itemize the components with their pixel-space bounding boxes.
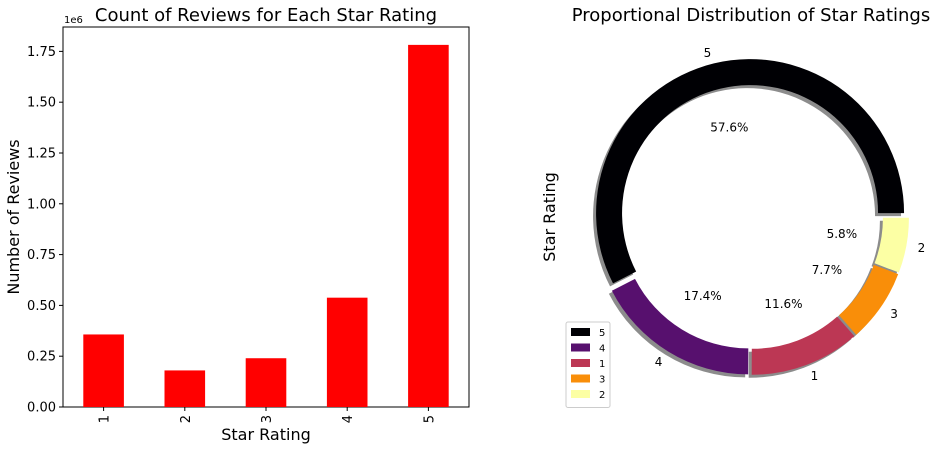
legend-swatch-5 <box>571 328 590 336</box>
bar-x-tick-label: 3 <box>260 415 275 423</box>
bar-y-tick-label: 1.00 <box>27 197 56 212</box>
bar-4 <box>326 297 368 407</box>
bar-chart: Count of Reviews for Each Star Rating 1e… <box>4 5 470 444</box>
donut-legend: 5 4 1 3 2 <box>565 321 611 408</box>
donut-slice-label: 3 <box>890 307 898 321</box>
bar-1 <box>83 334 124 407</box>
donut-slice-3 <box>839 264 899 335</box>
bar-x-ticks: 1 2 3 4 5 <box>98 407 437 423</box>
legend-label: 2 <box>599 390 605 401</box>
bar-y-tick-label: 0.75 <box>27 248 56 263</box>
bar-y-ticks: 0.00 0.25 0.50 0.75 1.00 1.25 1.50 1.75 <box>27 45 63 416</box>
donut-y-axis-label: Star Rating <box>540 172 559 261</box>
bar-y-tick-label: 0.25 <box>27 350 56 365</box>
bar-offset-label: 1e6 <box>64 15 83 26</box>
donut-slice-shadow <box>593 62 902 287</box>
donut-slice-5 <box>596 59 905 284</box>
legend-label: 3 <box>599 375 605 386</box>
bar-3 <box>245 358 287 407</box>
legend-label: 4 <box>599 344 605 355</box>
bar-y-tick-label: 1.50 <box>27 96 56 111</box>
donut-pct-label: 11.6% <box>764 297 802 311</box>
legend-swatch-3 <box>571 374 590 383</box>
donut-slice-label: 1 <box>811 369 819 383</box>
legend-swatch-4 <box>571 343 590 352</box>
donut-slice-2 <box>874 217 909 273</box>
donut-pct-label: 5.8% <box>827 227 858 241</box>
bar-y-tick-label: 1.75 <box>27 45 56 60</box>
legend-swatch-1 <box>571 359 590 367</box>
legend-swatch-2 <box>571 390 590 398</box>
donut-slice-4 <box>611 278 749 375</box>
donut-slice-label: 2 <box>918 241 926 255</box>
bar-y-axis-label: Number of Reviews <box>4 139 23 294</box>
donut-slice-label: 4 <box>655 355 663 369</box>
donut-pct-label: 7.7% <box>812 263 843 277</box>
bar-x-tick-label: 2 <box>179 415 194 423</box>
bar-x-axis-label: Star Rating <box>221 425 310 444</box>
bar-y-tick-label: 0.50 <box>27 299 56 314</box>
donut-pct-label: 57.6% <box>710 121 748 135</box>
donut-labels: 5 57.6% 4 17.4% 1 11.6% 3 7.7% 2 5.8% <box>655 46 926 383</box>
donut-slice-label: 5 <box>704 46 712 60</box>
donut-slice-1 <box>751 316 855 375</box>
bar-chart-title: Count of Reviews for Each Star Rating <box>95 5 437 26</box>
bar-x-tick-label: 4 <box>341 415 356 423</box>
legend-label: 1 <box>599 359 605 370</box>
bar-5 <box>408 44 449 407</box>
bar-y-tick-label: 1.25 <box>27 146 56 161</box>
bar-2 <box>164 370 206 407</box>
legend-label: 5 <box>599 328 605 339</box>
donut-slices <box>596 59 909 375</box>
bar-series <box>83 44 449 407</box>
bar-y-tick-label: 0.00 <box>27 401 56 416</box>
donut-chart: Proportional Distribution of Star Rating… <box>540 5 930 408</box>
bar-x-tick-label: 1 <box>98 415 113 423</box>
bar-x-tick-label: 5 <box>422 415 437 423</box>
donut-chart-title: Proportional Distribution of Star Rating… <box>572 5 930 26</box>
donut-pct-label: 17.4% <box>684 289 722 303</box>
